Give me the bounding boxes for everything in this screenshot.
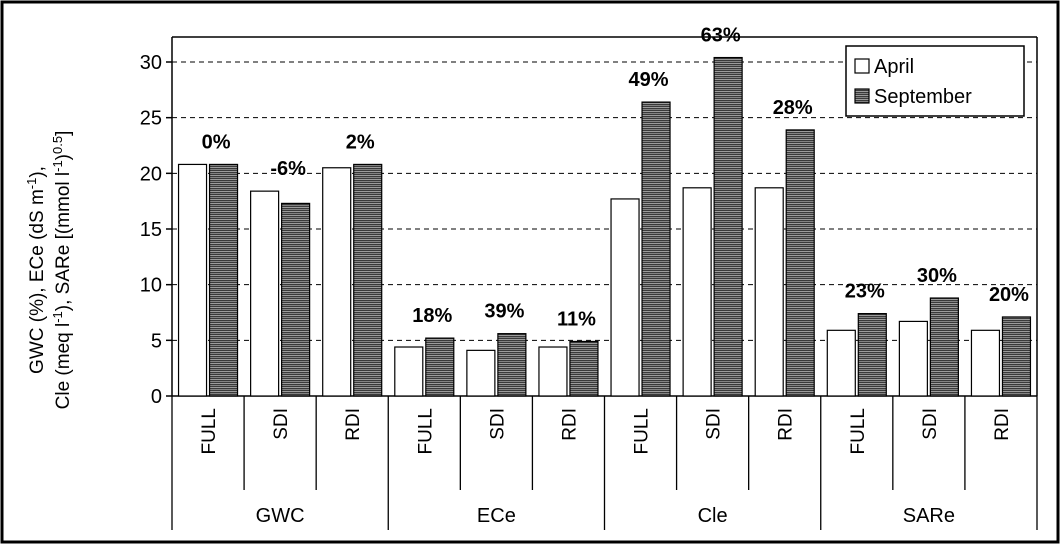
change-label: -6% (270, 158, 306, 180)
legend-label-april: April (874, 56, 914, 78)
bar-september (1001, 316, 1032, 397)
x-category-label: FULL (415, 408, 436, 454)
bar-april (322, 167, 352, 397)
change-label: 39% (484, 301, 524, 323)
change-label: 0% (202, 131, 231, 153)
change-label: 23% (845, 281, 885, 303)
change-label: 20% (989, 284, 1029, 306)
y-axis-label-line-1: GWC (%), ECe (dS m-1), (24, 166, 49, 374)
bar-april (538, 346, 568, 397)
y-axis-label-line-2: Cle (meq l-1), SARe [(mmol l-1)0.5] (50, 131, 75, 410)
bar-april (250, 190, 280, 397)
bar-april (610, 198, 640, 397)
x-group-label: ECe (477, 505, 516, 527)
change-label: 63% (701, 25, 741, 47)
bar-september (208, 163, 239, 397)
bar-april (466, 349, 496, 397)
change-label: 30% (917, 265, 957, 287)
x-category-label: SDI (704, 408, 725, 440)
bar-september (425, 337, 455, 397)
bar-labels: 0% -6% 2% 18% 39% 11% 49% 63% 28% 23% 30% 20% (202, 25, 1030, 331)
bar-april (177, 163, 208, 397)
bar-september (857, 313, 887, 397)
x-category-label: RDI (343, 408, 364, 441)
x-category-label: SDI (271, 408, 292, 440)
y-tick-label: 5 (151, 330, 162, 352)
change-label: 2% (346, 131, 375, 153)
bar-april (682, 187, 712, 397)
bar-september (497, 333, 527, 397)
bar-april (898, 320, 928, 397)
gridlines (172, 61, 1037, 341)
bar-september (785, 129, 815, 397)
bar-april (970, 329, 1001, 397)
bar-september (641, 101, 671, 397)
bar-september (929, 297, 959, 397)
x-category-label: FULL (199, 408, 220, 454)
y-tick-label: 15 (140, 219, 162, 241)
legend: April September (845, 45, 1025, 117)
x-axis-categories: FULL SDI RDI FULL SDI RDI FULL SDI RDI FULL SDI RDI… (171, 396, 1038, 530)
bar-september (281, 202, 311, 397)
y-tick-label: 20 (140, 163, 162, 185)
x-category-label: FULL (848, 408, 869, 454)
bar-april (754, 187, 784, 397)
bar-april (826, 329, 856, 397)
x-group-label: GWC (256, 505, 305, 527)
x-group-label: SARe (903, 505, 955, 527)
bar-september (713, 56, 743, 397)
bar-september (569, 340, 599, 397)
bar-april (394, 346, 424, 397)
x-category-label: RDI (559, 408, 580, 441)
y-tick-label: 10 (140, 275, 162, 297)
x-category-label: RDI (992, 408, 1013, 441)
x-category-label: FULL (632, 408, 653, 454)
x-group-label: Cle (698, 505, 728, 527)
change-label: 11% (557, 308, 596, 330)
change-label: 18% (412, 305, 452, 327)
legend-swatch-april (854, 58, 870, 74)
change-label: 28% (773, 97, 813, 119)
change-label: 49% (629, 69, 669, 91)
x-category-label: RDI (776, 408, 797, 441)
legend-box (845, 45, 1025, 117)
legend-label-september: September (874, 86, 972, 108)
y-axis-label: GWC (%), ECe (dS m-1), Cle (meq l-1), SA… (24, 131, 75, 410)
x-category-label: SDI (487, 408, 508, 440)
y-tick-label: 0 (151, 386, 162, 408)
y-tick-label: 30 (140, 52, 162, 74)
bars (177, 56, 1032, 397)
y-tick-label: 25 (140, 108, 162, 130)
x-category-label: SDI (920, 408, 941, 440)
legend-swatch-september (854, 88, 870, 104)
bar-september (353, 163, 383, 397)
